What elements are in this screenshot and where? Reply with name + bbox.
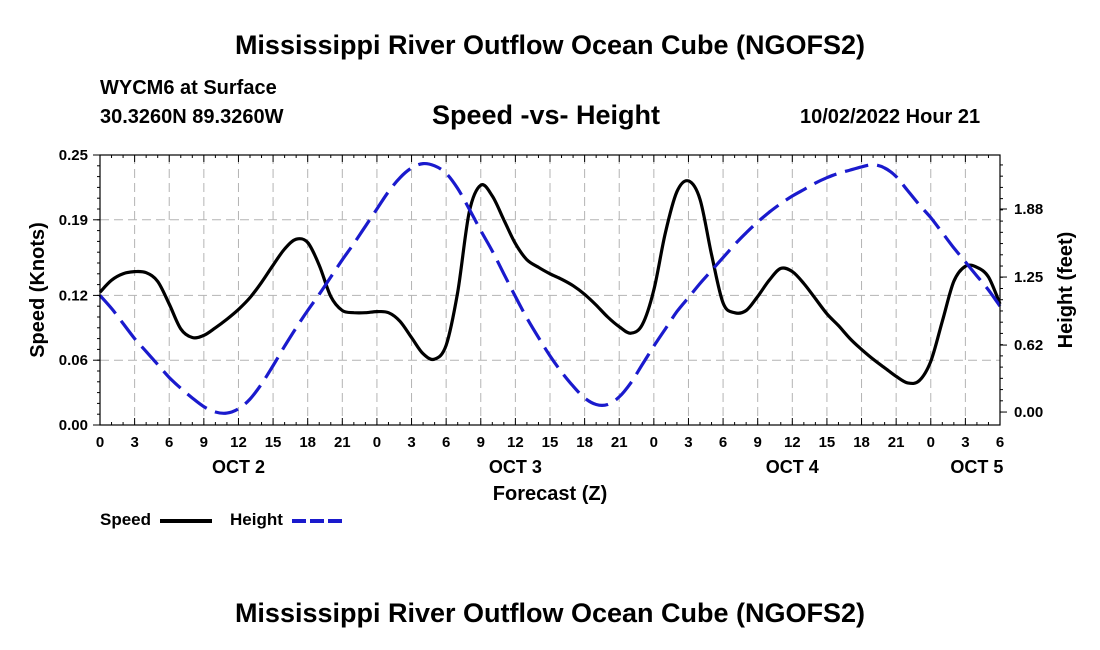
x-axis-ticks: 0 3 6 9 12 15 18 21 0 3 6 9 12 15 18 21 0 3 6 9 12 15 18 21 0 3 6 [96,155,1004,451]
x-tick-label: 0 [96,434,104,451]
forecast-datetime: 10/02/2022 Hour 21 [800,106,981,128]
x-tick-label: 3 [961,434,969,451]
y-right-axis-title: Height (feet) [1055,232,1077,349]
grid-lines [100,155,1000,425]
x-tick-label: 18 [299,434,316,451]
y-left-tick-label: 0.06 [59,352,88,369]
x-tick-label: 9 [200,434,208,451]
legend: Speed Height [100,510,342,529]
x-tick-label: 6 [719,434,727,451]
x-tick-label: 6 [996,434,1004,451]
x-axis-title: Forecast (Z) [493,483,607,505]
x-tick-label: 9 [754,434,762,451]
x-tick-label: 15 [819,434,836,451]
station-label: WYCM6 at Surface [100,77,277,99]
x-tick-label: 18 [576,434,593,451]
legend-label-height: Height [230,510,283,529]
x-tick-label: 0 [373,434,381,451]
x-tick-label: 15 [542,434,559,451]
x-tick-label: 21 [334,434,351,451]
x-tick-label: 15 [265,434,282,451]
x-tick-label: 9 [477,434,485,451]
x-tick-label: 3 [407,434,415,451]
legend-label-speed: Speed [100,510,151,529]
x-tick-label: 18 [853,434,870,451]
x-tick-label: 12 [784,434,801,451]
x-tick-label: 0 [650,434,658,451]
y-left-axis-title: Speed (Knots) [27,222,49,358]
y-left-tick-label: 0.19 [59,212,88,229]
x-tick-label: 12 [507,434,524,451]
day-label: OCT 3 [489,457,542,477]
chart-main-title: Mississippi River Outflow Ocean Cube (NG… [234,30,866,60]
x-tick-label: 6 [165,434,173,451]
y-right-tick-label: 0.00 [1014,404,1043,421]
chart-subtitle: Speed -vs- Height [432,100,661,130]
series-layer [98,161,1002,415]
series-line-speed [98,179,1002,386]
day-label: OCT 5 [950,457,1003,477]
station-coordinates: 30.3260N 89.3260W [100,106,284,128]
x-tick-label: 6 [442,434,450,451]
x-tick-label: 21 [888,434,905,451]
y-right-axis-ticks: 0.00 0.62 1.25 1.88 [1000,201,1043,421]
y-left-tick-label: 0.12 [59,287,88,304]
x-tick-label: 3 [130,434,138,451]
y-right-tick-label: 1.25 [1014,269,1043,286]
y-left-axis-ticks: 0.00 0.06 0.12 0.19 0.25 [59,147,100,434]
y-left-tick-label: 0.00 [59,417,88,434]
x-tick-label: 3 [684,434,692,451]
x-tick-label: 12 [230,434,247,451]
day-label: OCT 2 [212,457,265,477]
x-tick-label: 21 [611,434,628,451]
series-line-height [98,161,1002,415]
day-label: OCT 4 [766,457,819,477]
x-tick-label: 0 [927,434,935,451]
y-right-tick-label: 0.62 [1014,337,1043,354]
repeated-chart-title: Mississippi River Outflow Ocean Cube (NG… [234,598,866,628]
y-right-tick-label: 1.88 [1014,201,1043,218]
day-labels: OCT 2 OCT 3 OCT 4 OCT 5 [212,457,1003,477]
y-left-tick-label: 0.25 [59,147,88,164]
